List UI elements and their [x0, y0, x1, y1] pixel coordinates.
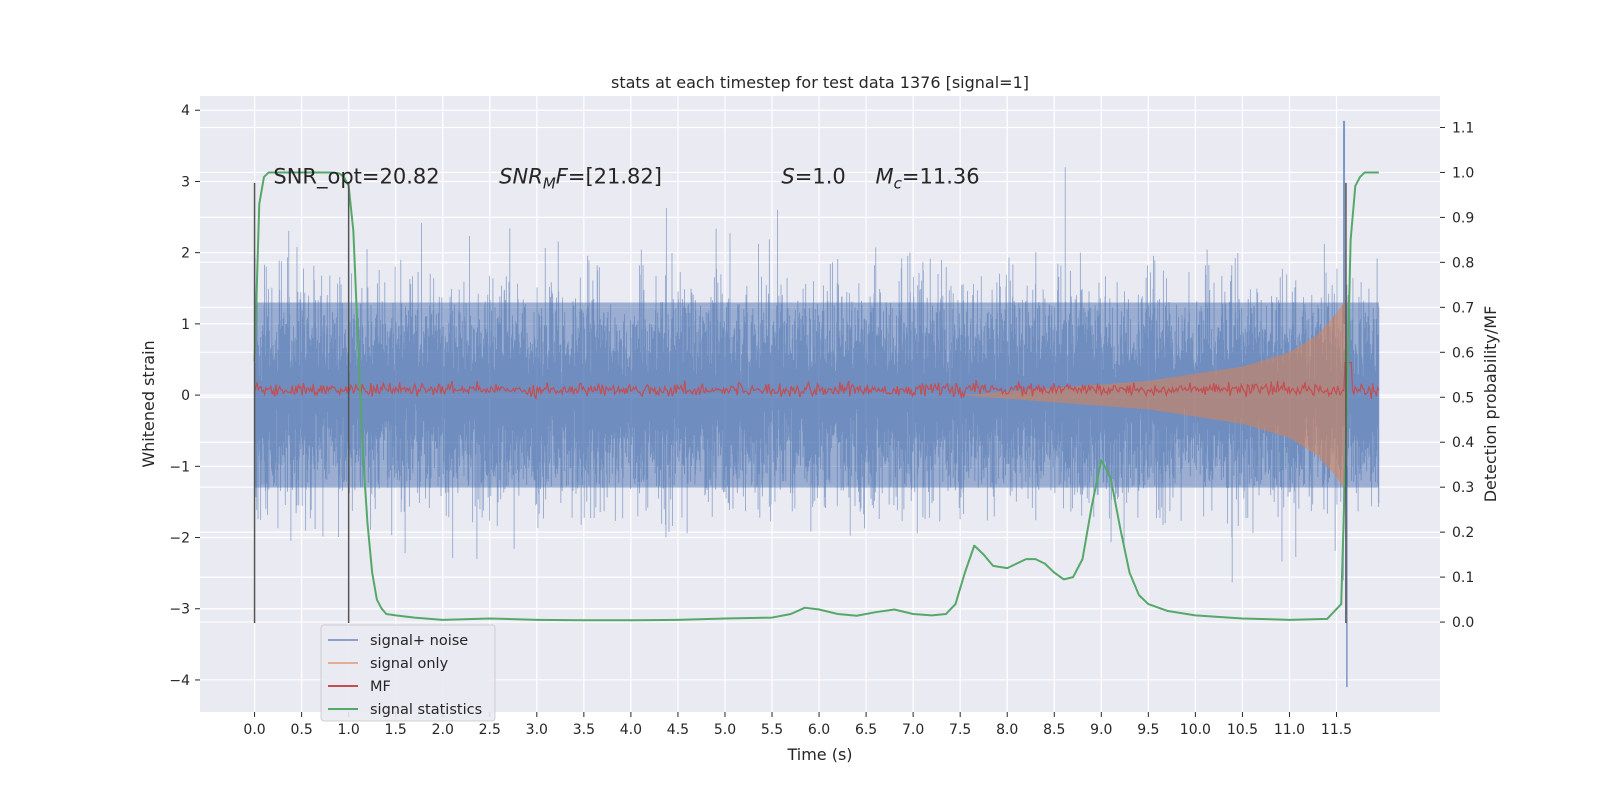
- annotation-text: SNR_opt=20.82: [273, 164, 439, 189]
- mf-line: [253, 362, 1380, 400]
- x-tick-label: 6.5: [855, 722, 877, 738]
- vertical-markers: [253, 182, 1347, 623]
- legend-box: [320, 624, 496, 722]
- legend: signal+ noise signal only MF signal stat…: [320, 624, 496, 722]
- x-tick-label: 0.0: [243, 722, 265, 738]
- right-y-axis-label: Detection probability/MF: [1481, 306, 1500, 503]
- annotation-text: S=1.0: [781, 164, 845, 188]
- x-axis-ticks: 0.0 0.5 1.0 1.5 2.0 2.5 3.0 3.5 4.0 4.5 5.0 5.5 6.0 6…: [243, 712, 1352, 738]
- legend-label-signal-statistics: signal statistics: [370, 702, 482, 718]
- y-tick-label: −2: [169, 531, 190, 547]
- x-tick-label: 8.0: [996, 722, 1018, 738]
- legend-label-signal-only: signal only: [370, 656, 449, 672]
- annotation-text: SNRMF=[21.82]: [499, 164, 662, 192]
- x-tick-label: 11.5: [1321, 722, 1352, 738]
- right-y-tick-label: 0.1: [1452, 570, 1474, 586]
- right-y-tick-label: 0.8: [1452, 255, 1474, 271]
- chart-title: stats at each timestep for test data 137…: [611, 73, 1029, 92]
- x-tick-label: 10.0: [1180, 722, 1211, 738]
- x-tick-label: 0.5: [290, 722, 312, 738]
- legend-label-mf: MF: [370, 679, 391, 695]
- y-tick-label: −1: [169, 459, 190, 475]
- y-axis-ticks: −4 −3 −2 −1 0 1 2 3 4: [169, 103, 200, 689]
- right-y-tick-label: 0.2: [1452, 525, 1474, 541]
- x-tick-label: 5.5: [761, 722, 783, 738]
- annotation-text: Mc=11.36: [876, 164, 980, 192]
- x-tick-label: 10.5: [1227, 722, 1258, 738]
- signal-statistics-line: [253, 171, 1379, 622]
- right-y-tick-label: 0.6: [1452, 345, 1474, 361]
- x-tick-label: 2.0: [432, 722, 454, 738]
- y-tick-label: 1: [181, 317, 190, 333]
- annotations: SNR_opt=20.82 SNRMF=[21.82] S=1.0 Mc=11.36: [273, 164, 979, 192]
- legend-label-signal-noise: signal+ noise: [370, 633, 468, 649]
- right-y-tick-label: 0.5: [1452, 390, 1474, 406]
- x-tick-label: 1.0: [338, 722, 360, 738]
- x-tick-label: 1.5: [385, 722, 407, 738]
- y-axis-label: Whitened strain: [139, 340, 158, 467]
- series-layer: [253, 120, 1380, 688]
- right-y-tick-label: 1.0: [1452, 165, 1474, 181]
- x-tick-label: 4.5: [667, 722, 689, 738]
- x-tick-label: 7.0: [902, 722, 924, 738]
- right-y-tick-label: 0.9: [1452, 210, 1474, 226]
- x-tick-label: 2.5: [479, 722, 501, 738]
- right-y-tick-label: 0.0: [1452, 615, 1474, 631]
- x-tick-label: 3.5: [573, 722, 595, 738]
- right-y-axis-ticks: 0.0 0.1 0.2 0.3 0.4 0.5 0.6 0.7 0.8 0.9 1.0 1.1: [1440, 120, 1474, 631]
- x-tick-label: 8.5: [1043, 722, 1065, 738]
- x-tick-label: 6.0: [808, 722, 830, 738]
- right-y-tick-label: 0.4: [1452, 435, 1474, 451]
- x-tick-label: 4.0: [620, 722, 642, 738]
- y-tick-label: 3: [181, 174, 190, 190]
- y-tick-label: 4: [181, 103, 190, 119]
- right-y-tick-label: 0.3: [1452, 480, 1474, 496]
- y-tick-label: 2: [181, 246, 190, 262]
- x-tick-label: 11.0: [1274, 722, 1305, 738]
- x-tick-label: 7.5: [949, 722, 971, 738]
- right-y-tick-label: 0.7: [1452, 300, 1474, 316]
- y-tick-label: −3: [169, 602, 190, 618]
- x-axis-label: Time (s): [786, 745, 852, 764]
- y-tick-label: −4: [169, 673, 190, 689]
- x-tick-label: 9.5: [1137, 722, 1159, 738]
- right-y-tick-label: 1.1: [1452, 120, 1474, 136]
- y-tick-label: 0: [181, 388, 190, 404]
- x-tick-label: 5.0: [714, 722, 736, 738]
- x-tick-label: 3.0: [526, 722, 548, 738]
- x-tick-label: 9.0: [1090, 722, 1112, 738]
